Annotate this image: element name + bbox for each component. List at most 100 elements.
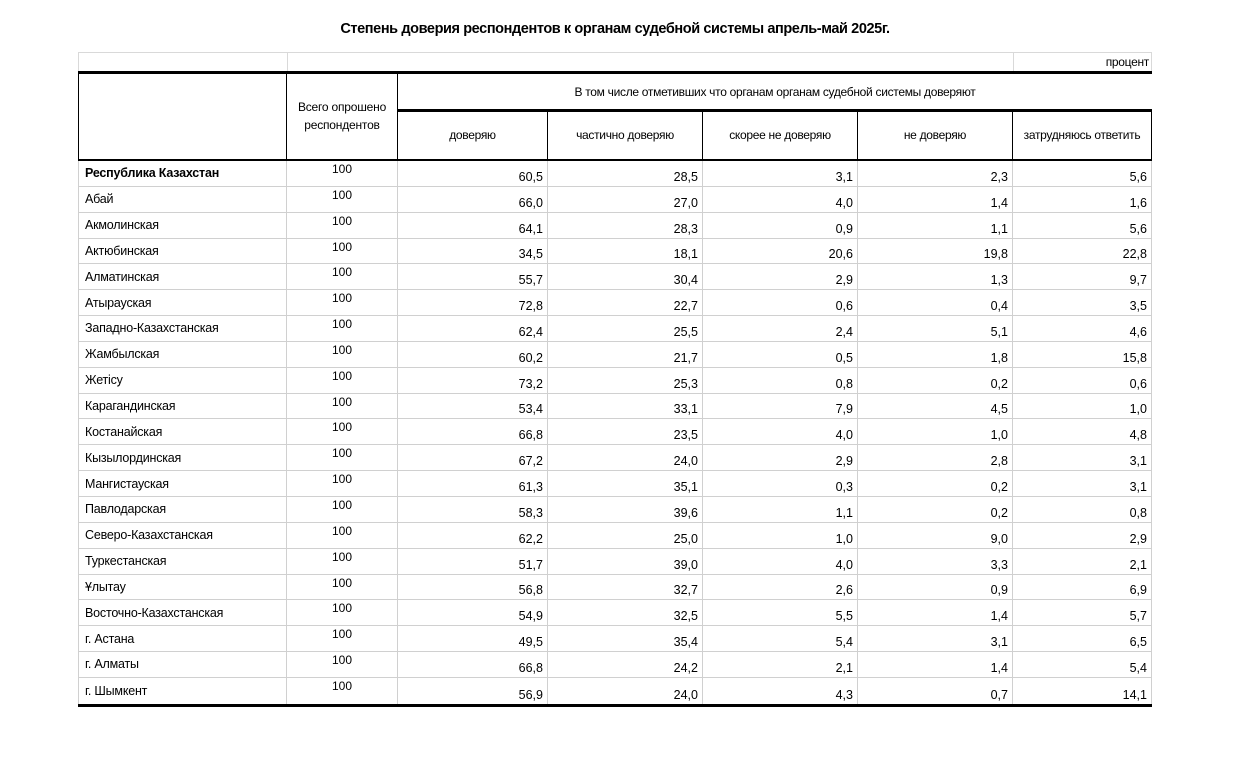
header-total-respondents: Всего опрошено респондентов bbox=[287, 74, 398, 159]
region-name: Восточно-Казахстанская bbox=[78, 600, 287, 626]
answer-value: 3,1 bbox=[703, 161, 858, 186]
answer-value: 3,3 bbox=[858, 548, 1013, 574]
answer-value: 2,4 bbox=[703, 316, 858, 341]
total-respondents-value: 100 bbox=[287, 341, 398, 367]
answer-value: 54,9 bbox=[398, 600, 548, 626]
answer-value: 39,6 bbox=[548, 496, 703, 522]
total-respondents-value: 100 bbox=[287, 186, 398, 212]
header-col-undecided: затрудняюсь ответить bbox=[1013, 112, 1152, 159]
answer-value: 1,1 bbox=[858, 212, 1013, 238]
table-row: Жетісу 100 73,2 25,3 0,8 0,2 0,6 bbox=[78, 367, 1152, 394]
answer-value: 4,3 bbox=[703, 677, 858, 704]
answer-value: 33,1 bbox=[548, 393, 703, 419]
unit-label: процент bbox=[1013, 53, 1152, 71]
total-respondents-value: 100 bbox=[287, 367, 398, 393]
answer-value: 1,8 bbox=[858, 341, 1013, 367]
title-row: Степень доверия респондентов к органам с… bbox=[78, 5, 1152, 53]
answer-value: 5,5 bbox=[703, 600, 858, 626]
answer-value: 2,8 bbox=[858, 445, 1013, 471]
answer-value: 25,0 bbox=[548, 522, 703, 548]
answer-value: 19,8 bbox=[858, 238, 1013, 264]
total-respondents-value: 100 bbox=[287, 548, 398, 574]
answer-value: 2,3 bbox=[858, 161, 1013, 186]
unit-row-spacer bbox=[78, 53, 287, 71]
total-respondents-value: 100 bbox=[287, 316, 398, 341]
answer-value: 3,1 bbox=[1013, 445, 1152, 471]
region-name: Северо-Казахстанская bbox=[78, 522, 287, 548]
region-name: Ұлытау bbox=[78, 574, 287, 600]
table-row: г. Алматы 100 66,8 24,2 2,1 1,4 5,4 bbox=[78, 652, 1152, 678]
answer-value: 0,6 bbox=[703, 290, 858, 316]
answer-value: 5,6 bbox=[1013, 161, 1152, 186]
answer-value: 4,0 bbox=[703, 186, 858, 212]
answer-value: 49,5 bbox=[398, 626, 548, 652]
header-col-trust: доверяю bbox=[398, 112, 548, 159]
region-name: Мангистауская bbox=[78, 471, 287, 496]
total-respondents-value: 100 bbox=[287, 445, 398, 471]
answer-value: 5,6 bbox=[1013, 212, 1152, 238]
table-row: Павлодарская 100 58,3 39,6 1,1 0,2 0,8 bbox=[78, 496, 1152, 523]
answer-value: 6,5 bbox=[1013, 626, 1152, 652]
answer-value: 1,4 bbox=[858, 600, 1013, 626]
table-row: г. Астана 100 49,5 35,4 5,4 3,1 6,5 bbox=[78, 626, 1152, 653]
answer-value: 4,8 bbox=[1013, 419, 1152, 445]
region-name: Республика Казахстан bbox=[78, 161, 287, 186]
total-respondents-value: 100 bbox=[287, 600, 398, 626]
answer-value: 0,3 bbox=[703, 471, 858, 496]
answer-value: 0,9 bbox=[858, 574, 1013, 600]
table-row: Республика Казахстан 100 60,5 28,5 3,1 2,3 5,6 bbox=[78, 161, 1152, 187]
header-region-cell bbox=[78, 74, 287, 159]
answer-value: 7,9 bbox=[703, 393, 858, 419]
answer-value: 5,4 bbox=[1013, 652, 1152, 677]
unit-row: процент bbox=[78, 53, 1152, 74]
answer-value: 35,4 bbox=[548, 626, 703, 652]
answer-value: 55,7 bbox=[398, 264, 548, 290]
answer-value: 0,7 bbox=[858, 677, 1013, 704]
answer-value: 32,7 bbox=[548, 574, 703, 600]
answer-value: 27,0 bbox=[548, 186, 703, 212]
answer-value: 6,9 bbox=[1013, 574, 1152, 600]
total-respondents-value: 100 bbox=[287, 212, 398, 238]
table-row: Кызылординская 100 67,2 24,0 2,9 2,8 3,1 bbox=[78, 445, 1152, 472]
answer-value: 1,1 bbox=[703, 496, 858, 522]
table-header: Всего опрошено респондентов В том числе … bbox=[78, 74, 1152, 161]
answer-value: 28,3 bbox=[548, 212, 703, 238]
answer-value: 1,3 bbox=[858, 264, 1013, 290]
region-name: Западно-Казахстанская bbox=[78, 316, 287, 341]
region-name: Жетісу bbox=[78, 367, 287, 393]
region-name: Абай bbox=[78, 186, 287, 212]
answer-value: 24,2 bbox=[548, 652, 703, 677]
answer-value: 1,0 bbox=[1013, 393, 1152, 419]
answer-value: 72,8 bbox=[398, 290, 548, 316]
answer-value: 5,4 bbox=[703, 626, 858, 652]
answer-value: 32,5 bbox=[548, 600, 703, 626]
answer-value: 15,8 bbox=[1013, 341, 1152, 367]
total-respondents-value: 100 bbox=[287, 290, 398, 316]
page-title: Степень доверия респондентов к органам с… bbox=[340, 20, 890, 37]
header-answer-columns: доверяю частично доверяю скорее не довер… bbox=[398, 112, 1152, 159]
answer-value: 3,1 bbox=[858, 626, 1013, 652]
answer-value: 61,3 bbox=[398, 471, 548, 496]
answer-value: 73,2 bbox=[398, 367, 548, 393]
table-row: Западно-Казахстанская 100 62,4 25,5 2,4 5,1 4,… bbox=[78, 316, 1152, 342]
answer-value: 30,4 bbox=[548, 264, 703, 290]
answer-value: 0,2 bbox=[858, 496, 1013, 522]
region-name: г. Астана bbox=[78, 626, 287, 652]
table-row: Мангистауская 100 61,3 35,1 0,3 0,2 3,1 bbox=[78, 471, 1152, 497]
answer-value: 60,5 bbox=[398, 161, 548, 186]
total-respondents-value: 100 bbox=[287, 522, 398, 548]
total-respondents-value: 100 bbox=[287, 574, 398, 600]
answer-value: 1,6 bbox=[1013, 186, 1152, 212]
answer-value: 66,0 bbox=[398, 186, 548, 212]
header-group: В том числе отметивших что органам орган… bbox=[398, 74, 1152, 159]
answer-value: 24,0 bbox=[548, 445, 703, 471]
answer-value: 0,6 bbox=[1013, 367, 1152, 393]
total-respondents-value: 100 bbox=[287, 419, 398, 445]
answer-value: 0,8 bbox=[1013, 496, 1152, 522]
answer-value: 2,9 bbox=[703, 445, 858, 471]
answer-value: 14,1 bbox=[1013, 677, 1152, 704]
answer-value: 22,7 bbox=[548, 290, 703, 316]
answer-value: 4,0 bbox=[703, 419, 858, 445]
total-respondents-value: 100 bbox=[287, 393, 398, 419]
